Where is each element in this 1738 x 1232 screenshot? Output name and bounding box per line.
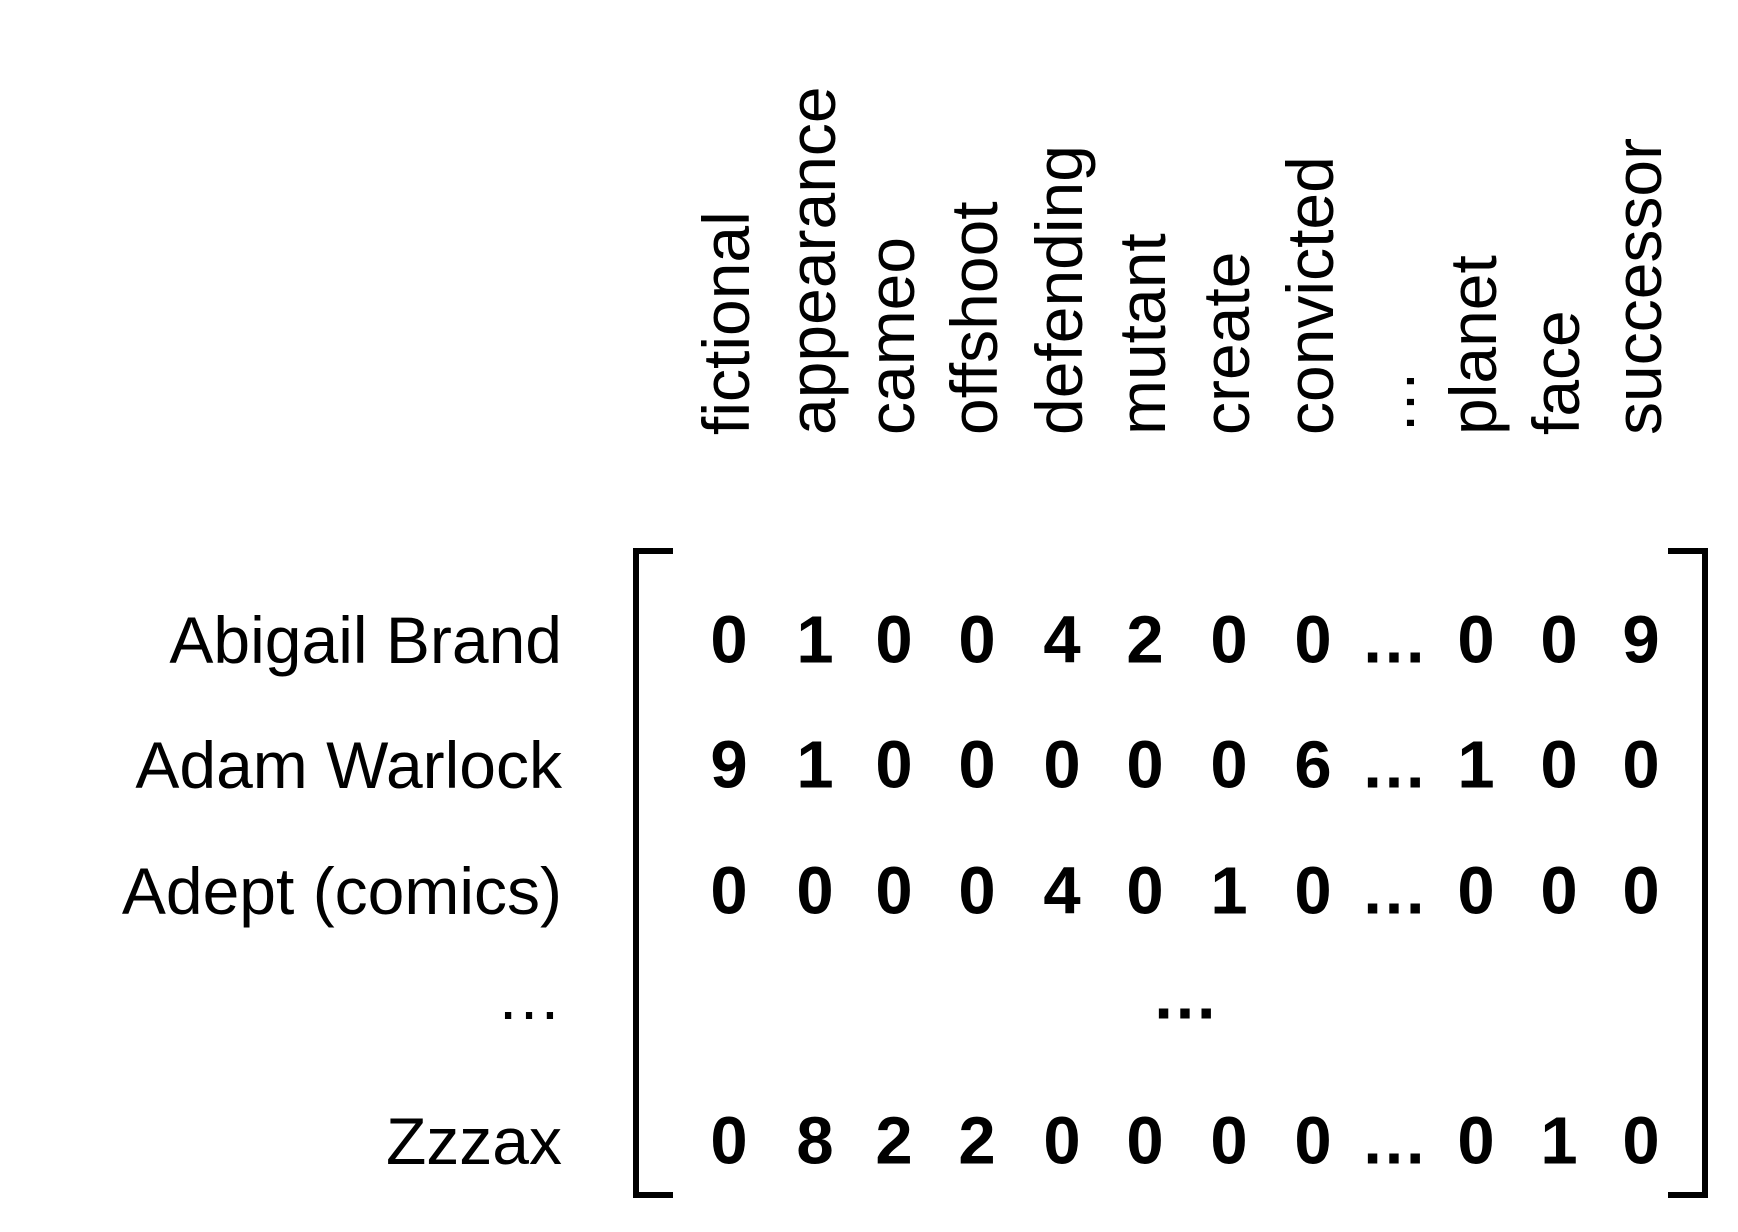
matrix-cell: 0	[1043, 1103, 1081, 1179]
matrix-cell: 0	[1622, 853, 1660, 929]
matrix-cell: 0	[958, 727, 996, 803]
column-header: fictional	[689, 211, 763, 435]
matrix-cell: 0	[875, 602, 913, 678]
matrix-cell: 0	[875, 853, 913, 929]
column-header: …	[1354, 369, 1428, 435]
matrix-cell: 2	[875, 1103, 913, 1179]
matrix-cell: 0	[1043, 727, 1081, 803]
matrix-cell: 0	[1210, 602, 1248, 678]
matrix-cell: 2	[958, 1103, 996, 1179]
row-label: Zzzax	[385, 1104, 562, 1178]
matrix-cell: 2	[1126, 602, 1164, 678]
matrix-cell: 1	[1457, 727, 1495, 803]
matrix-cell: 0	[1540, 602, 1578, 678]
matrix-left-bracket	[633, 548, 673, 1198]
matrix-cell: 9	[710, 727, 748, 803]
matrix-cell: 0	[958, 853, 996, 929]
matrix-cell: 0	[1540, 853, 1578, 929]
matrix-cell: 0	[1126, 853, 1164, 929]
column-header: appearance	[775, 86, 849, 435]
matrix-cell: 0	[1294, 1103, 1332, 1179]
matrix-cell: 1	[796, 727, 834, 803]
matrix-cell: 0	[1622, 1103, 1660, 1179]
matrix-cell: 0	[1540, 727, 1578, 803]
matrix-cell: 0	[1126, 1103, 1164, 1179]
column-header: planet	[1436, 255, 1510, 435]
column-header: mutant	[1105, 233, 1179, 435]
matrix-cell: 6	[1294, 727, 1332, 803]
matrix-cell: 0	[1457, 853, 1495, 929]
matrix-ellipsis: …	[1151, 958, 1219, 1034]
matrix-cell: 0	[1126, 727, 1164, 803]
matrix-right-bracket	[1668, 548, 1708, 1198]
column-header: successor	[1601, 137, 1675, 435]
matrix-cell: …	[1360, 1103, 1428, 1179]
matrix-cell: 0	[1294, 602, 1332, 678]
matrix-cell: 0	[958, 602, 996, 678]
matrix-cell: 1	[796, 602, 834, 678]
row-label: …	[496, 959, 562, 1033]
row-label: Adept (comics)	[121, 854, 562, 928]
matrix-cell: …	[1360, 602, 1428, 678]
matrix-cell: 0	[1210, 727, 1248, 803]
column-header: face	[1519, 310, 1593, 435]
matrix-cell: 9	[1622, 602, 1660, 678]
matrix-cell: 8	[796, 1103, 834, 1179]
matrix-cell: 0	[710, 1103, 748, 1179]
column-header: convicted	[1273, 156, 1347, 435]
column-header: cameo	[854, 236, 928, 435]
matrix-cell: …	[1360, 727, 1428, 803]
matrix-cell: 1	[1540, 1103, 1578, 1179]
column-header: offshoot	[937, 201, 1011, 435]
matrix-cell: 0	[875, 727, 913, 803]
column-header: create	[1189, 251, 1263, 435]
matrix-cell: 0	[1457, 602, 1495, 678]
column-header: defending	[1022, 145, 1096, 435]
matrix-cell: 4	[1043, 853, 1081, 929]
row-label: Adam Warlock	[135, 728, 562, 802]
matrix-cell: 0	[1622, 727, 1660, 803]
matrix-cell: 0	[710, 602, 748, 678]
row-label: Abigail Brand	[169, 603, 562, 677]
matrix-cell: …	[1360, 853, 1428, 929]
matrix-cell: 0	[710, 853, 748, 929]
matrix-cell: 0	[796, 853, 834, 929]
matrix-cell: 0	[1457, 1103, 1495, 1179]
matrix-cell: 4	[1043, 602, 1081, 678]
matrix-cell: 1	[1210, 853, 1248, 929]
matrix-cell: 0	[1294, 853, 1332, 929]
matrix-cell: 0	[1210, 1103, 1248, 1179]
